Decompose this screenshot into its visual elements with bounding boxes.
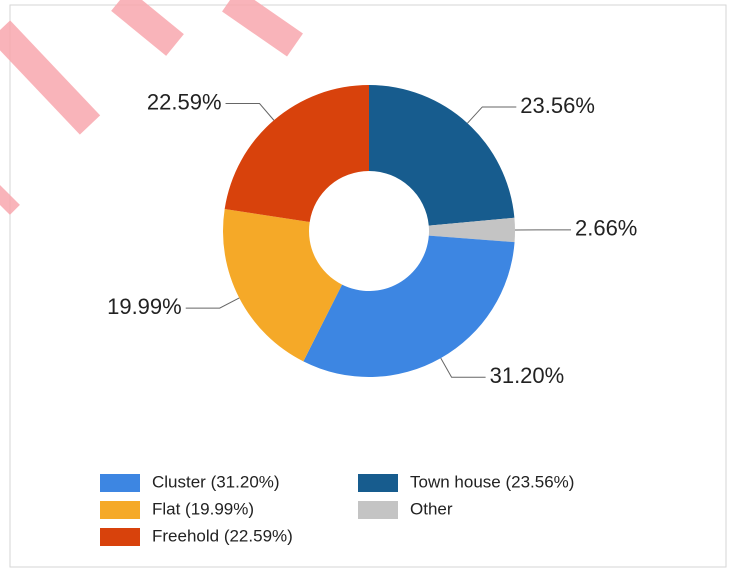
data-label: 19.99% [107,294,182,319]
slice [428,217,515,243]
legend-label: Cluster (31.20%) [152,472,280,491]
legend-swatch [358,474,398,492]
leader-line [467,106,517,124]
leader-line [225,103,275,121]
slice [369,85,515,226]
legend-swatch [100,501,140,519]
watermark [0,0,303,215]
legend-swatch [100,474,140,492]
legend: Town house (23.56%) Other Cluster (31.20%)… [100,472,574,546]
legend-label: Freehold (22.59%) [152,526,293,545]
data-label: 23.56% [520,93,595,118]
leader-line [185,297,240,309]
legend-swatch [100,528,140,546]
slice [224,85,369,222]
data-label: 22.59% [147,89,222,114]
slice [303,235,515,377]
slice [223,208,343,362]
legend-label: Flat (19.99%) [152,499,254,518]
donut: 23.56% 2.66% 31.20% 19.99% 22.59% [107,85,637,388]
legend-swatch [358,501,398,519]
data-label: 2.66% [575,216,637,241]
legend-label: Town house (23.56%) [410,472,574,491]
leader-line [440,357,486,378]
data-label: 31.20% [490,363,565,388]
legend-label: Other [410,499,453,518]
